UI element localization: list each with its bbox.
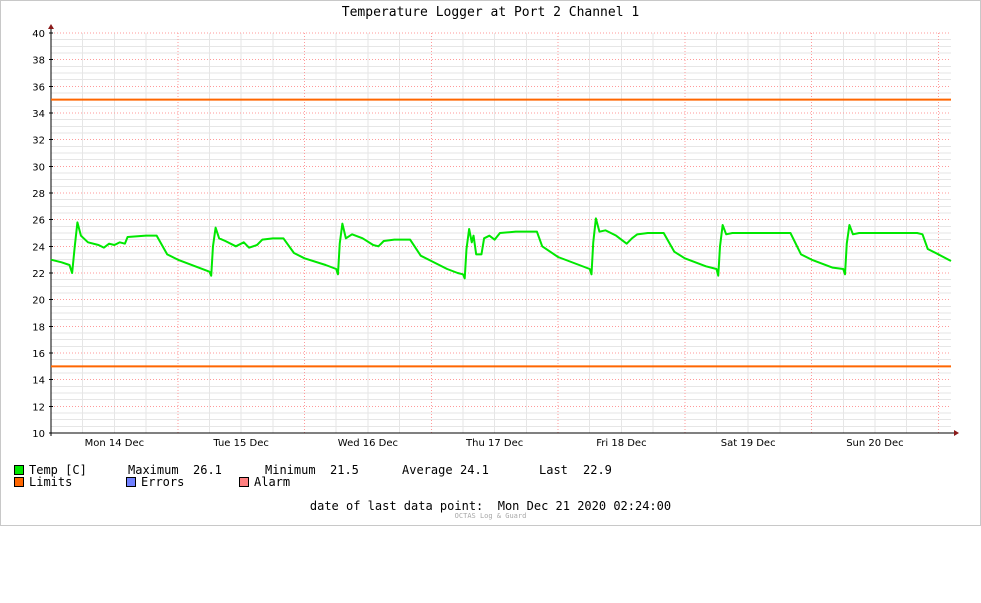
legend-last-label: Last [539,463,568,477]
y-tick-label: 36 [32,82,45,93]
legend-average-label: Average [402,463,453,477]
y-tick-label: 16 [32,349,45,360]
tick-labels: 10 12 14 16 18 20 22 24 26 28 30 32 34 36 38 40 Mon 14 D… [32,29,903,449]
y-tick-label: 40 [32,29,45,40]
x-tick-label: Mon 14 Dec [85,438,145,449]
legend-alarm-label: Alarm [254,475,291,489]
legend-minimum-label: Minimum [265,463,316,477]
y-tick-label: 28 [32,189,45,200]
y-tick-label: 26 [32,216,45,227]
x-tick-label: Wed 16 Dec [338,438,398,449]
y-tick-label: 22 [32,269,45,280]
legend-minimum-value: 21.5 [330,463,359,477]
x-tick-label: Thu 17 Dec [465,438,523,449]
y-tick-label: 30 [32,162,45,173]
axes-layer [48,24,959,436]
footer-date-label: date of last data point: [309,499,484,513]
legend-errors-label: Errors [141,475,185,489]
y-tick-label: 10 [32,429,45,440]
y-tick-label: 14 [32,376,45,387]
y-tick-label: 18 [32,322,45,333]
y-tick-label: 38 [32,56,45,67]
y-tick-label: 12 [32,402,45,413]
y-axis-arrow-icon [48,24,54,29]
legend-maximum-label: Maximum [128,463,179,477]
series-layer [50,98,952,368]
x-axis-arrow-icon [954,430,959,436]
legend-item-temp: Temp [C] [14,463,87,477]
x-tick-label: Sat 19 Dec [721,438,776,449]
legend-last-value: 22.9 [583,463,612,477]
legend-row-temp: Temp [C] Maximum 26.1 Minimum 21.5 Avera… [14,463,612,477]
y-tick-label: 32 [32,136,45,147]
y-tick-label: 34 [32,109,45,120]
footer-date-value: Mon Dec 21 2020 02:24:00 [497,499,672,513]
x-tick-label: Fri 18 Dec [596,438,646,449]
legend-row-status: Limits Errors Alarm [14,475,290,489]
legend-item-alarm: Alarm [239,475,290,489]
chart-frame [0,0,981,526]
legend-maximum-value: 26.1 [193,463,222,477]
errors-swatch-icon [126,477,136,487]
temp-swatch-icon [14,465,24,475]
chart-plot-area: 10 12 14 16 18 20 22 24 26 28 30 32 34 36 38 40 Mon 14 D… [32,24,959,449]
y-tick-label: 24 [32,242,45,253]
chart-title: Temperature Logger at Port 2 Channel 1 [341,5,640,20]
watermark-text: OCTAS Log & Guard [454,512,527,520]
legend-temp-label: Temp [C] [29,463,87,477]
legend-limits-label: Limits [29,475,73,489]
legend-average-value: 24.1 [460,463,489,477]
x-tick-label: Tue 15 Dec [212,438,269,449]
temperature-series-line [50,217,952,280]
last-data-point-footer: date of last data point: Mon Dec 21 2020… [0,499,981,513]
y-tick-label: 20 [32,296,45,307]
limits-swatch-icon [14,477,24,487]
legend-item-limits: Limits [14,475,72,489]
alarm-swatch-icon [239,477,249,487]
legend-item-errors: Errors [126,475,184,489]
x-tick-label: Sun 20 Dec [846,438,903,449]
